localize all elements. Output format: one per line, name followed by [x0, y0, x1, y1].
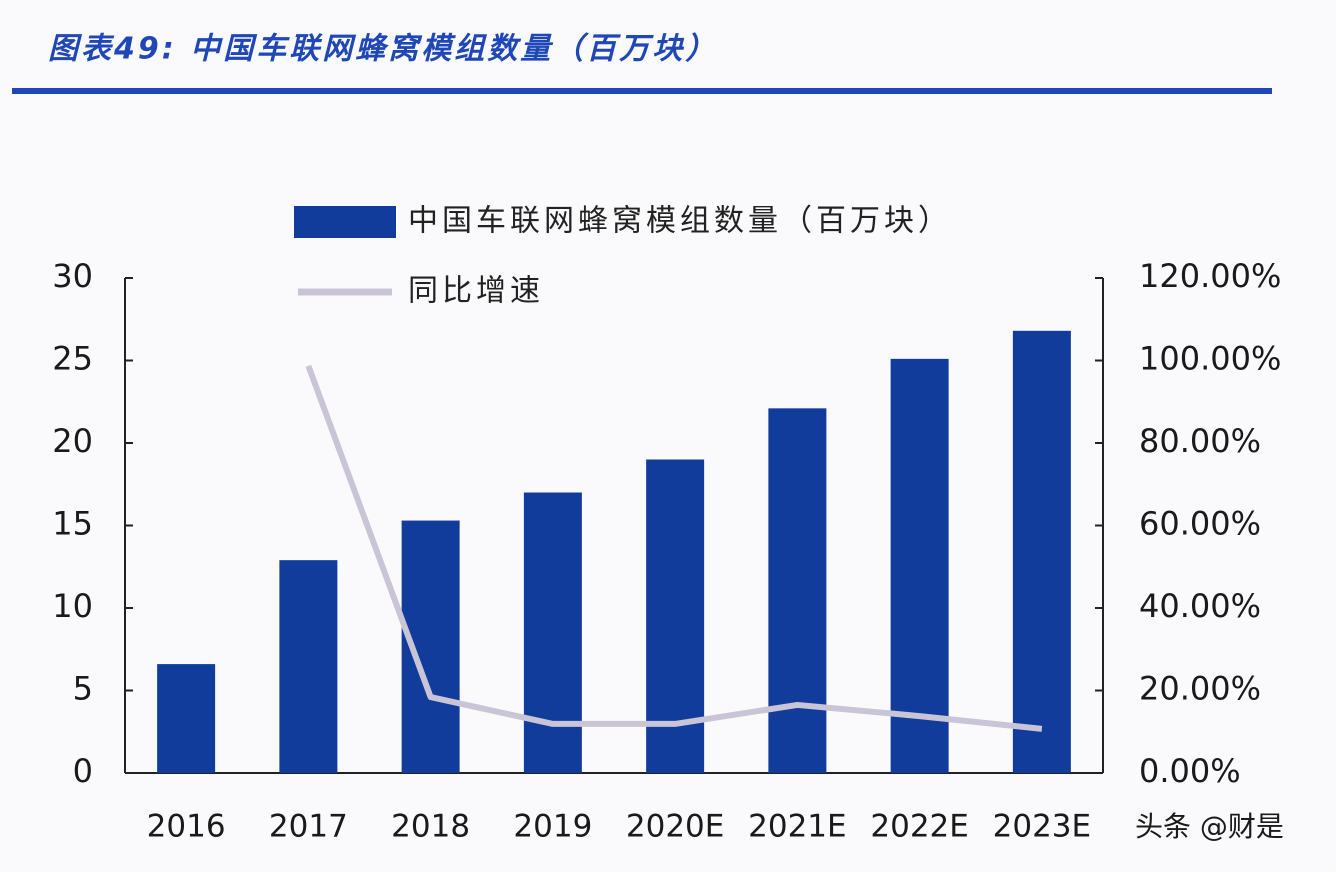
x-tick-label: 2021E: [748, 809, 846, 845]
y2-tick-label: 120.00%: [1139, 257, 1281, 295]
watermark: 头条 @财是: [1135, 810, 1284, 843]
y2-tick-label: 60.00%: [1139, 505, 1261, 543]
x-tick-label: 2022E: [870, 809, 968, 845]
legend-label: 同比增速: [408, 274, 544, 309]
legend-swatch: [294, 206, 396, 238]
y-tick-label: 15: [52, 505, 93, 543]
y2-tick-label: 20.00%: [1139, 670, 1261, 708]
x-tick-label: 2020E: [626, 809, 724, 845]
bar: [1012, 330, 1071, 773]
bar: [890, 358, 949, 773]
title-rule: [12, 88, 1272, 94]
bar: [523, 492, 582, 773]
x-tick-label: 2019: [513, 809, 592, 845]
y2-tick-label: 0.00%: [1139, 752, 1241, 790]
x-tick-label: 2016: [147, 809, 226, 845]
y-tick-label: 25: [52, 340, 93, 378]
x-tick-label: 2018: [391, 809, 470, 845]
bar: [279, 560, 338, 773]
y-tick-label: 5: [73, 670, 93, 708]
bar: [157, 664, 216, 773]
y2-tick-label: 100.00%: [1139, 340, 1281, 378]
y-tick-label: 20: [52, 422, 93, 460]
bar: [768, 408, 827, 773]
y2-tick-label: 40.00%: [1139, 587, 1261, 625]
line: [305, 364, 1043, 732]
y-tick-label: 30: [52, 257, 93, 295]
legend-label: 中国车联网蜂窝模组数量（百万块）: [408, 204, 952, 239]
y2-tick-label: 80.00%: [1139, 422, 1261, 460]
y-tick-label: 0: [73, 752, 93, 790]
x-tick-label: 2023E: [993, 809, 1091, 845]
x-tick-label: 2017: [269, 809, 348, 845]
y-tick-label: 10: [52, 587, 93, 625]
chart-title: 图表49: 中国车联网蜂窝模组数量（百万块）: [48, 32, 718, 67]
